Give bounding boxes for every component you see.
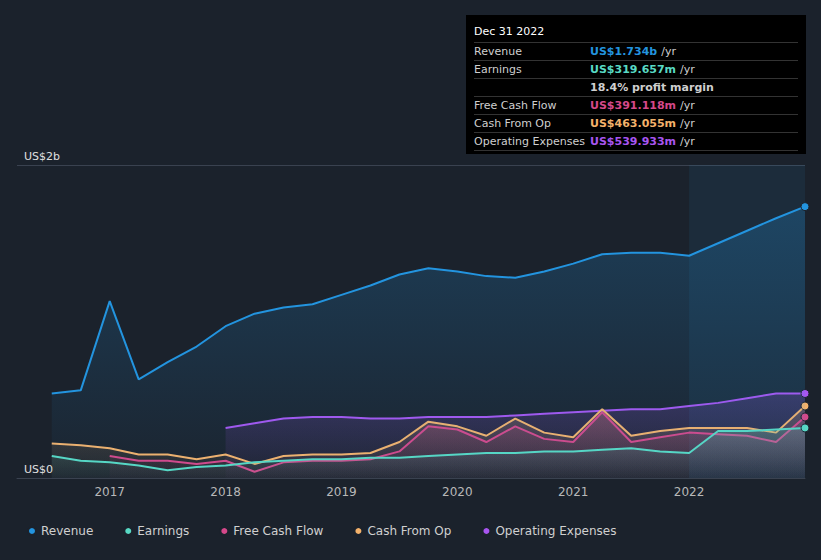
svg-text:Free Cash Flow: Free Cash Flow (233, 524, 323, 538)
svg-text:US$0: US$0 (24, 463, 53, 476)
svg-text:2021: 2021 (558, 485, 589, 499)
svg-text:Revenue: Revenue (41, 524, 93, 538)
svg-text:Earnings: Earnings (137, 524, 189, 538)
html-text:US$1.734b /yr: US$1.734b /yr (590, 45, 676, 58)
svg-text:2017: 2017 (94, 485, 125, 499)
svg-text:2020: 2020 (442, 485, 473, 499)
svg-text:US$2b: US$2b (24, 150, 60, 163)
html-text:18.4% profit margin: 18.4% profit margin (590, 81, 714, 94)
html-text:Earnings: Earnings (474, 63, 522, 76)
html-text:Dec 31 2022: Dec 31 2022 (474, 25, 545, 38)
html-text:US$539.933m /yr: US$539.933m /yr (590, 135, 695, 148)
svg-text:2022: 2022 (674, 485, 705, 499)
html-text:US$319.657m /yr: US$319.657m /yr (590, 63, 695, 76)
svg-text:2018: 2018 (210, 485, 241, 499)
html-text:US$391.118m /yr: US$391.118m /yr (590, 99, 695, 112)
html-text:Operating Expenses: Operating Expenses (474, 135, 585, 148)
svg-text:Cash From Op: Cash From Op (367, 524, 451, 538)
html-text:Cash From Op: Cash From Op (474, 117, 551, 130)
html-text:Free Cash Flow: Free Cash Flow (474, 99, 557, 112)
svg-text:2019: 2019 (326, 485, 357, 499)
html-text:US$463.055m /yr: US$463.055m /yr (590, 117, 695, 130)
svg-text:Operating Expenses: Operating Expenses (495, 524, 616, 538)
html-text:Revenue: Revenue (474, 45, 522, 58)
